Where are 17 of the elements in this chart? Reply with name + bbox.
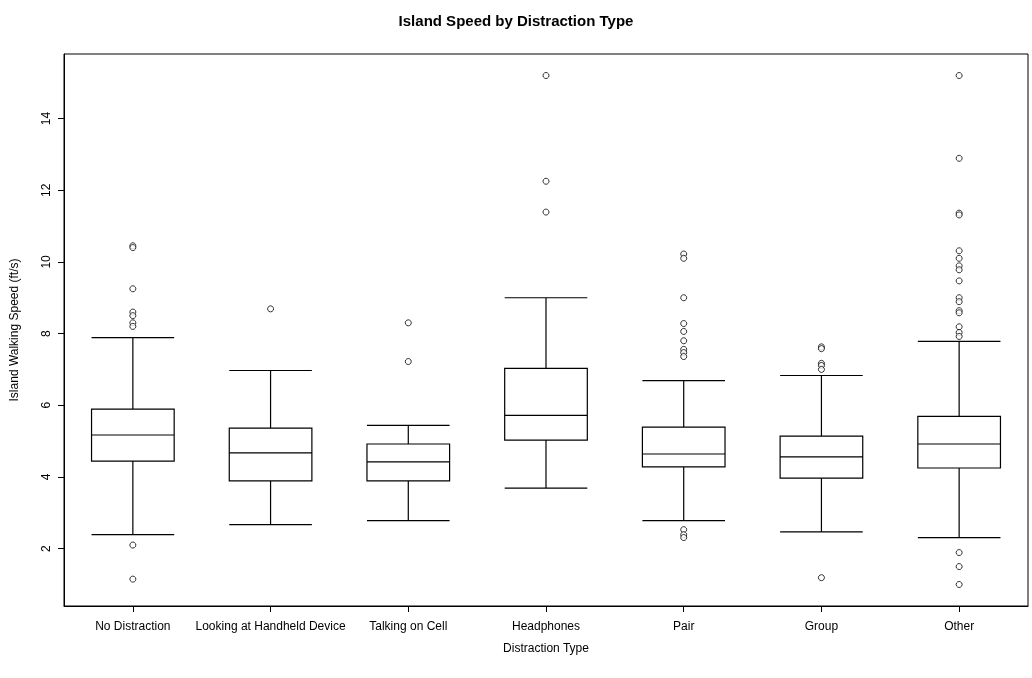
x-tick-label: No Distraction xyxy=(95,619,171,633)
y-tick-label: 12 xyxy=(39,183,53,197)
chart-title: Island Speed by Distraction Type xyxy=(398,12,634,29)
y-tick-label: 6 xyxy=(39,401,53,409)
x-tick-label: Other xyxy=(944,619,975,633)
y-axis-title: Island Walking Speed (ft/s) xyxy=(7,258,21,402)
x-tick-label: Talking on Cell xyxy=(369,619,448,633)
x-tick-label: Headphones xyxy=(511,619,581,633)
x-tick-label: Pair xyxy=(673,619,695,633)
y-tick-label: 2 xyxy=(39,544,53,552)
x-axis-title: Distraction Type xyxy=(503,641,590,655)
x-tick-label: Group xyxy=(804,619,839,633)
x-tick-label: Looking at Handheld Device xyxy=(195,619,346,633)
y-tick-label: 4 xyxy=(39,473,53,481)
y-tick-label: 14 xyxy=(39,111,53,126)
y-tick-label: 10 xyxy=(39,254,53,269)
y-tick-label: 8 xyxy=(39,329,53,337)
